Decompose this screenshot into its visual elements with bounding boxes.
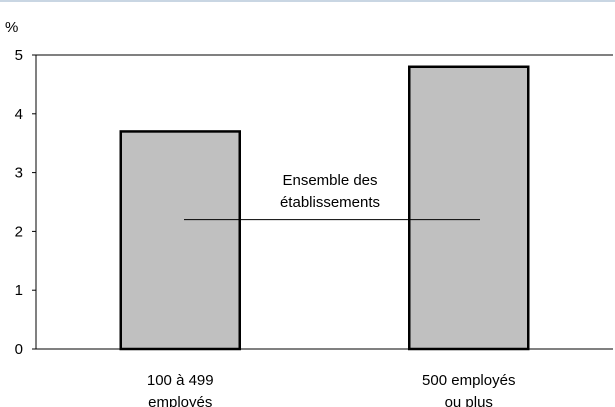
reference-line-label: établissements: [280, 194, 380, 211]
y-unit-label: %: [5, 19, 18, 36]
bars: [119, 65, 530, 351]
x-axis-labels: 100 à 499 employés 500 employés ou plus: [147, 372, 516, 407]
category-label-2: 500 employés: [422, 372, 515, 389]
y-tick-label: 3: [15, 165, 23, 182]
bar-1: [119, 130, 241, 351]
y-tick-label: 4: [15, 106, 23, 123]
reference-line-label: Ensemble des: [282, 172, 377, 189]
y-tick-label: 1: [15, 282, 23, 299]
y-tick-label: 0: [15, 341, 23, 358]
top-rule: [0, 0, 615, 2]
category-label-1: employés: [148, 394, 212, 407]
category-label-1: 100 à 499: [147, 372, 214, 389]
category-label-2: ou plus: [445, 394, 493, 407]
reference-line-group: Ensemble des établissements: [184, 172, 480, 221]
y-tick-label: 5: [15, 47, 23, 64]
y-tick-label: 2: [15, 223, 23, 240]
bar-2: [408, 65, 530, 351]
